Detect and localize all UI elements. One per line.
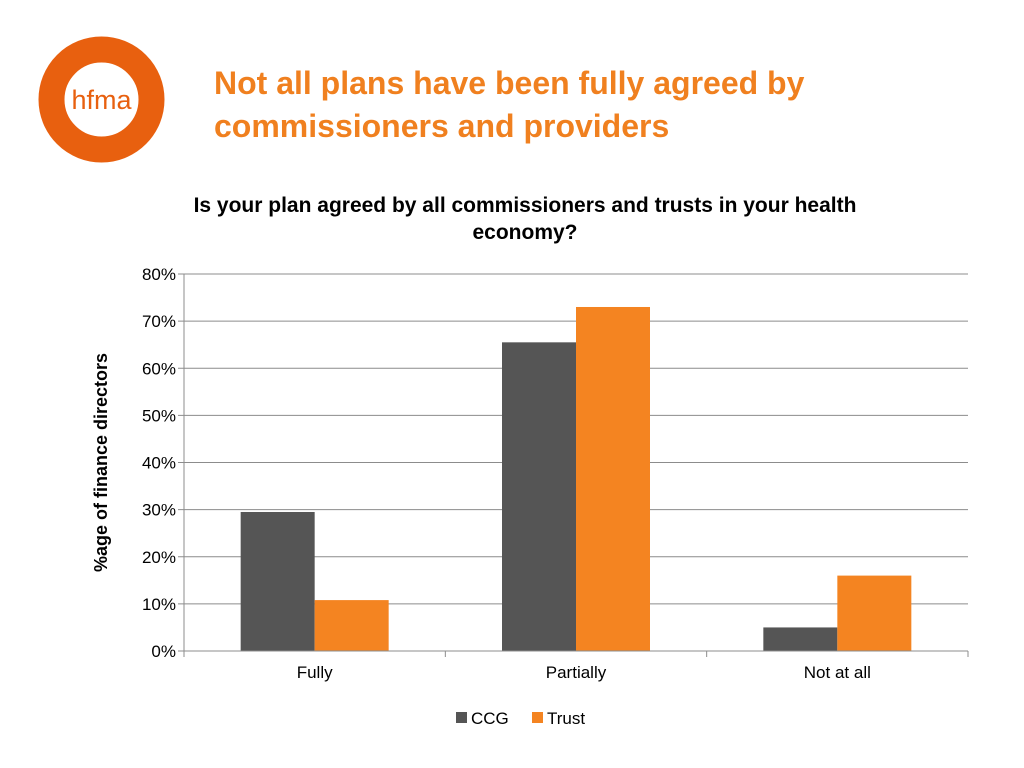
y-tick-label: 40%	[142, 454, 176, 473]
x-tick-label: Not at all	[804, 663, 871, 682]
legend-swatch-ccg	[456, 712, 467, 723]
y-tick-label: 20%	[142, 548, 176, 567]
y-tick-label: 70%	[142, 312, 176, 331]
y-tick-label: 30%	[142, 501, 176, 520]
logo-text: hfma	[71, 85, 132, 115]
logo-ring	[38, 36, 165, 163]
bar-ccg-fully	[240, 511, 315, 651]
legend-label-trust: Trust	[547, 709, 585, 728]
bar-ccg-partially	[502, 342, 576, 651]
bar-trust-fully	[314, 600, 389, 651]
x-tick-label: Fully	[297, 663, 333, 682]
x-tick-label: Partially	[546, 663, 607, 682]
slide-title: Not all plans have been fully agreed by …	[214, 65, 805, 144]
bar-trust-partially	[576, 306, 650, 651]
legend-swatch-trust	[532, 712, 543, 723]
y-tick-label: 10%	[142, 595, 176, 614]
bar-ccg-not-at-all	[763, 627, 838, 651]
y-tick-label: 0%	[151, 642, 176, 661]
chart-title: Is your plan agreed by all commissioners…	[193, 194, 857, 244]
y-axis-label: %age of finance directors	[91, 353, 111, 572]
legend-label-ccg: CCG	[471, 709, 509, 728]
hfma-logo: hfma	[38, 36, 165, 163]
y-tick-label: 80%	[142, 265, 176, 284]
y-tick-label: 60%	[142, 359, 176, 378]
bar-trust-not-at-all	[837, 575, 912, 651]
y-tick-label: 50%	[142, 406, 176, 425]
